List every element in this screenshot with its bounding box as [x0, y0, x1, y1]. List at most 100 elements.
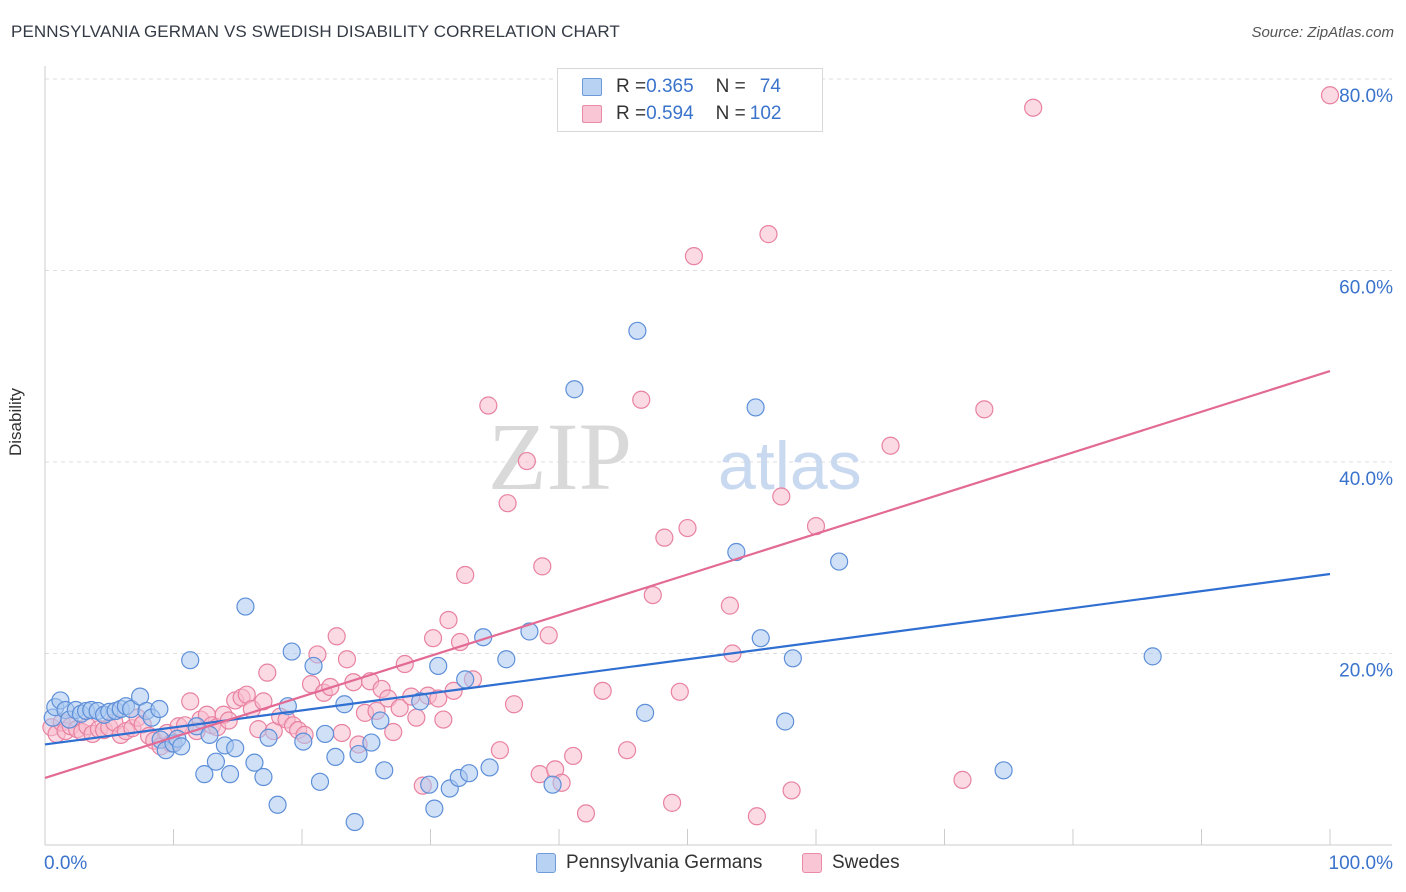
legend-swatch-blue [582, 78, 602, 96]
y-tick-label: 40.0% [1339, 469, 1393, 490]
swedes-point [384, 722, 403, 742]
pennsylvania-germans-point [565, 380, 584, 399]
pennsylvania-germans-point [1143, 647, 1162, 666]
x-tick-label-max: 100.0% [1329, 853, 1394, 874]
pennsylvania-germans-points [43, 321, 1162, 832]
pennsylvania-germans-point [371, 711, 390, 730]
swedes-point [632, 390, 651, 409]
swedes-point [593, 681, 612, 700]
trend-lines [44, 369, 1331, 780]
chart-title: PENNSYLVANIA GERMAN VS SWEDISH DISABILIT… [11, 22, 620, 41]
pennsylvania-germans-point [220, 765, 240, 784]
stats-legend: R = 0.365 N = 74 R = 0.594 N = 102 [557, 68, 823, 132]
swedes-point [332, 723, 351, 743]
swedes-point [720, 596, 740, 615]
y-tick-label: 20.0% [1339, 661, 1393, 682]
swedes-point [327, 627, 346, 646]
swedes-point [504, 695, 524, 714]
bottom-legend-swatch-pink [802, 853, 822, 873]
legend-n-label: N = [715, 76, 746, 97]
pennsylvania-germans-point [181, 651, 200, 670]
swedes-point [423, 629, 443, 648]
pennsylvania-germans-point [316, 724, 335, 744]
pennsylvania-germans-point [456, 670, 475, 689]
legend-row-swedes: R = 0.594 N = 102 [582, 102, 781, 126]
swedes-point [953, 770, 972, 789]
swedes-point [881, 436, 900, 455]
swedes-point [517, 451, 536, 471]
x-tick-label-min: 0.0% [44, 853, 87, 874]
legend-r-label: R = [616, 103, 647, 124]
pennsylvania-germans-point [420, 775, 439, 794]
swedes-point [490, 741, 509, 760]
swedes-point [759, 225, 778, 244]
watermark-zip: ZIP [488, 403, 632, 510]
swedes-point [643, 585, 662, 605]
swedes-point [390, 698, 409, 718]
pennsylvania-germans-point [310, 772, 330, 791]
tick-labels: 20.0% 40.0% 60.0% 80.0% 0.0% 100.0% [44, 86, 1393, 874]
pennsylvania-germans-trend-line [44, 572, 1331, 746]
pennsylvania-germans-point [751, 629, 770, 648]
legend-r-value: 0.594 [646, 103, 694, 124]
swedes-point [747, 807, 766, 826]
swedes-point [258, 663, 277, 682]
swedes-point [498, 494, 517, 513]
swedes-point [564, 746, 583, 766]
swedes-points [42, 86, 1340, 826]
pennsylvania-germans-point [543, 775, 562, 794]
bottom-legend-label: Pennsylvania Germans [566, 852, 763, 873]
pennsylvania-germans-point [459, 764, 479, 783]
pennsylvania-germans-point [282, 642, 301, 661]
swedes-point [429, 689, 448, 708]
pennsylvania-germans-point [206, 752, 226, 771]
swedes-point [479, 396, 498, 415]
swedes-point [655, 528, 674, 547]
swedes-point [337, 650, 357, 669]
pennsylvania-germans-point [236, 597, 255, 616]
pennsylvania-germans-point [226, 739, 245, 758]
pennsylvania-germans-point [362, 733, 381, 752]
source-label: Source: ZipAtlas.com [1251, 24, 1394, 41]
pennsylvania-germans-point [254, 767, 273, 787]
pennsylvania-germans-point [411, 692, 430, 711]
pennsylvania-germans-point [268, 795, 287, 814]
pennsylvania-germans-point [245, 753, 264, 772]
swedes-point [533, 557, 552, 576]
watermark-atlas: atlas [718, 428, 862, 504]
bottom-legend-swedes: Swedes [802, 852, 900, 874]
watermark: ZIP atlas [488, 403, 862, 510]
swedes-point [678, 518, 697, 538]
pennsylvania-germans-point [776, 712, 795, 731]
y-tick-label: 80.0% [1339, 86, 1393, 107]
swedes-point [456, 565, 475, 585]
swedes-point [439, 610, 458, 630]
swedes-point [181, 692, 200, 711]
bottom-legend-pennsylvania-germans: Pennsylvania Germans [536, 852, 762, 874]
swedes-point [1320, 86, 1340, 105]
pennsylvania-germans-point [480, 758, 499, 777]
pennsylvania-germans-point [746, 398, 765, 417]
y-axis-label: Disability [6, 387, 25, 456]
swedes-point [772, 487, 791, 506]
pennsylvania-germans-point [994, 761, 1013, 780]
gridlines [45, 78, 1392, 654]
pennsylvania-germans-point [635, 703, 655, 722]
swedes-point [618, 741, 637, 760]
legend-r-label: R = [616, 76, 647, 97]
pennsylvania-germans-point [830, 552, 849, 571]
pennsylvania-germans-point [304, 656, 323, 676]
legend-n-value: 74 [759, 76, 781, 97]
bottom-legend-swatch-blue [536, 853, 556, 873]
legend-swatch-pink [582, 105, 602, 123]
swedes-point [539, 626, 558, 645]
swedes-point [576, 804, 596, 823]
legend-n-label: N = [715, 103, 746, 124]
legend-r-value: 0.365 [646, 76, 694, 97]
swedes-point [782, 781, 801, 800]
swedes-trend-line [44, 369, 1331, 780]
swedes-point [407, 708, 426, 727]
pennsylvania-germans-point [349, 744, 368, 764]
pennsylvania-germans-point [520, 622, 539, 641]
